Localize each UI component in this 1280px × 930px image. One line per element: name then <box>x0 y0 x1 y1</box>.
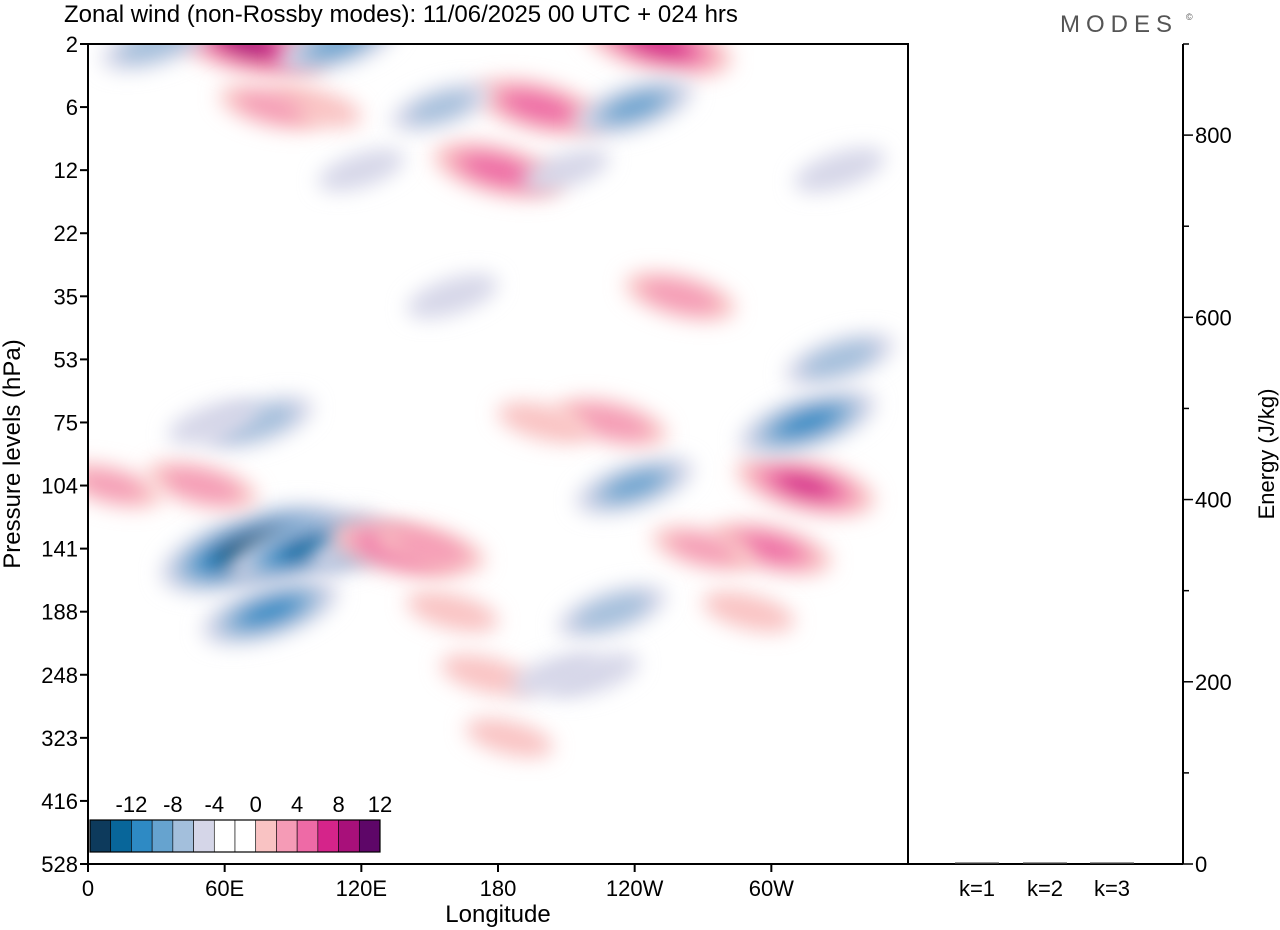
energy-category-label: k=3 <box>1094 876 1130 901</box>
y-tick-label: 104 <box>41 474 78 499</box>
y-tick-label: 141 <box>41 537 78 562</box>
y-axis: 2 6 12 22 35 53 75 104 141 188 248 323 416 528 <box>41 32 88 877</box>
y-tick-label: 416 <box>41 789 78 814</box>
colorbar-label: 4 <box>291 792 303 817</box>
energy-tick-label: 400 <box>1195 488 1232 513</box>
heatmap-cell <box>511 653 599 696</box>
energy-tick-label: 0 <box>1195 852 1207 877</box>
chart-title: Zonal wind (non-Rossby modes): 11/06/202… <box>64 1 738 28</box>
x-tick-label: 180 <box>480 876 517 901</box>
colorbar-swatch <box>234 819 257 853</box>
y-tick-label: 323 <box>41 726 78 751</box>
y-tick-label: 188 <box>41 600 78 625</box>
energy-tick-label: 800 <box>1195 123 1232 148</box>
brand-logo: MODES <box>1060 11 1178 38</box>
colorbar-swatch <box>172 819 194 853</box>
colorbar: -12 -8 -4 0 4 8 12 <box>89 792 392 853</box>
energy-axis-label: Energy (J/kg) <box>1254 389 1279 520</box>
y-tick-label: 6 <box>66 95 78 120</box>
heatmap-cell <box>88 463 162 508</box>
heatmap-cell <box>575 456 694 515</box>
heatmap-cell <box>279 44 398 73</box>
y-tick-label: 75 <box>54 410 78 435</box>
heatmap-cell <box>497 402 590 443</box>
y-tick-label: 248 <box>41 663 78 688</box>
heatmap-cell <box>702 591 795 633</box>
heatmap-cell <box>652 526 754 572</box>
heatmap-cell <box>374 524 486 574</box>
energy-bar <box>1090 862 1134 864</box>
x-axis-label: Longitude <box>445 901 550 928</box>
heatmap-cell <box>794 148 886 193</box>
brand-mark: © <box>1186 12 1193 22</box>
heatmap-cell <box>440 654 533 696</box>
energy-bar <box>955 862 999 864</box>
colorbar-swatch <box>358 819 381 853</box>
y-tick-label: 53 <box>54 347 78 372</box>
heatmap-cell <box>406 591 499 633</box>
colorbar-label: 12 <box>368 792 392 817</box>
x-tick-label: 120E <box>336 876 387 901</box>
colorbar-swatch <box>255 819 277 853</box>
y-tick-label: 528 <box>41 852 78 877</box>
y-tick-label: 22 <box>54 221 78 246</box>
colorbar-swatch <box>110 819 132 853</box>
heatmap-field <box>88 44 895 758</box>
colorbar-swatch <box>131 819 153 853</box>
energy-tick-label: 600 <box>1195 305 1232 330</box>
energy-tick-label: 200 <box>1195 670 1232 695</box>
x-tick-label: 60W <box>749 876 794 901</box>
y-tick-label: 12 <box>54 158 78 183</box>
heatmap-cell <box>739 389 877 456</box>
x-tick-label: 0 <box>82 876 94 901</box>
heatmap-cell <box>624 271 736 321</box>
energy-category-label: k=2 <box>1027 876 1063 901</box>
colorbar-swatch <box>151 819 174 853</box>
heatmap-cell <box>407 274 498 319</box>
heatmap-cell <box>101 44 211 71</box>
colorbar-swatch <box>276 819 298 853</box>
colorbar-label: 0 <box>250 792 262 817</box>
colorbar-label: -8 <box>163 792 183 817</box>
energy-category-label: k=1 <box>959 876 995 901</box>
y-tick-label: 35 <box>54 284 78 309</box>
y-tick-label: 2 <box>66 32 78 57</box>
colorbar-swatch <box>296 819 319 853</box>
brand-text: MODES <box>1060 11 1178 38</box>
heatmap-cell <box>785 332 895 386</box>
colorbar-label: -4 <box>205 792 225 817</box>
colorbar-swatch <box>317 819 339 853</box>
colorbar-label: -12 <box>116 792 148 817</box>
energy-axis-ticks: 0 200 400 600 800 <box>1183 43 1232 877</box>
heatmap-cell <box>146 461 258 511</box>
heatmap-cell <box>523 149 610 192</box>
colorbar-swatch <box>338 819 360 853</box>
heatmap-cell <box>204 395 314 450</box>
heatmap-cell <box>167 400 259 445</box>
colorbar-label: 8 <box>332 792 344 817</box>
heatmap-cell <box>201 578 339 645</box>
x-axis: 0 60E 120E 180 120W 60W <box>82 864 794 901</box>
y-axis-label: Pressure levels (hPa) <box>0 339 26 568</box>
heatmap-cell <box>735 454 876 517</box>
energy-bar <box>1023 862 1067 864</box>
colorbar-swatch <box>193 819 215 853</box>
heatmap-cell <box>219 84 322 130</box>
heatmap-cell <box>465 718 554 758</box>
heatmap-cell <box>318 149 405 192</box>
x-tick-label: 60E <box>205 876 244 901</box>
heatmap-cell <box>474 78 604 136</box>
x-tick-label: 120W <box>606 876 664 901</box>
colorbar-swatch <box>213 819 236 853</box>
colorbar-swatch <box>89 819 112 853</box>
heatmap-cell <box>575 78 694 136</box>
energy-bars: k=1 k=2 k=3 <box>955 862 1134 901</box>
heatmap-cell <box>557 585 667 639</box>
heatmap-cell <box>391 82 492 132</box>
